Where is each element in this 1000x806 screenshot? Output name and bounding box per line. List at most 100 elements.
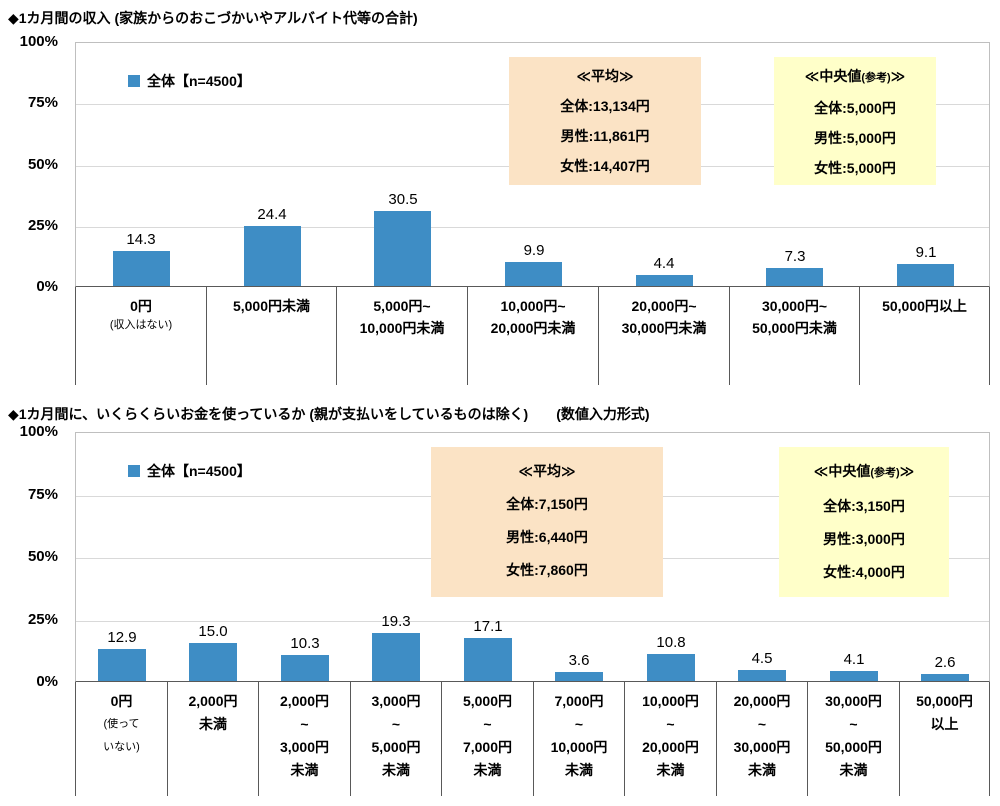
x-category-4: 5,000円 ~7,000円 未満 [441, 682, 533, 796]
bar-value-label-5: 7.3 [784, 248, 806, 265]
income-y-axis: 100% 75% 50% 25% 0% [0, 0, 66, 396]
x-category-3: 3,000円 ~5,000円 未満 [350, 682, 441, 796]
median-box-line-0: 全体:3,150円 [823, 498, 905, 514]
x-category-line: 50,000円 [825, 739, 882, 755]
spending-plot-area: 全体【n=4500】 12.9 15.0 10.3 19.3 17.1 3.6 10.8 4.… [75, 432, 990, 682]
bar-value-label-3: 19.3 [381, 613, 411, 630]
legend-swatch-icon [128, 465, 140, 477]
bar-value-label-5: 3.6 [568, 652, 590, 669]
average-box-line-2: 女性:7,860円 [506, 562, 588, 578]
y-tick-label: 75% [27, 486, 58, 503]
average-box-line-1: 男性:6,440円 [506, 529, 588, 545]
bar-value-label-4: 4.4 [653, 255, 675, 272]
x-category-line: いない) [103, 741, 140, 753]
x-category-line: ~ [849, 716, 858, 732]
spending-x-axis-labels: 0円 (使って いない) 2,000円 未満 2,000円 ~3,000円 未満 3,000円 ~… [75, 682, 990, 796]
x-category-line: 0円 [110, 693, 133, 709]
x-category-line: 20,000円 [733, 693, 791, 709]
gridline-25 [76, 227, 989, 228]
median-box-line-2: 女性:4,000円 [823, 564, 905, 580]
bar-value-label-1: 15.0 [198, 623, 228, 640]
bar-4 [464, 638, 512, 681]
x-category-line: 30,000円未満 [621, 320, 707, 336]
x-category-line: 2,000円 [188, 693, 238, 709]
bar-value-label-1: 24.4 [257, 206, 287, 223]
bar-1 [244, 226, 301, 286]
average-box-heading: ≪平均≫ [576, 68, 634, 84]
bar-6 [897, 264, 954, 286]
x-category-line: 10,000円 [550, 739, 608, 755]
x-category-line: 30,000円~ [762, 298, 827, 314]
bar-1 [189, 643, 237, 681]
bar-5 [766, 268, 823, 286]
bar-8 [830, 671, 878, 681]
spending-y-axis: 100% 75% 50% 25% 0% [0, 396, 66, 806]
x-category-line: 50,000円未満 [752, 320, 837, 336]
x-category-line: 5,000円 [371, 739, 421, 755]
x-category-line: 以上 [930, 716, 959, 732]
x-category-line: 30,000円 [733, 739, 791, 755]
x-category-6: 10,000円 ~20,000円 未満 [624, 682, 716, 796]
x-category-line: 3,000円 [371, 693, 421, 709]
x-category-line: 未満 [473, 762, 502, 778]
median-box-line-1: 男性:3,000円 [823, 531, 905, 547]
median-box: ≪中央値(参考)≫ 全体:3,150円 男性:3,000円 女性:4,000円 [779, 447, 949, 597]
bar-4 [636, 275, 693, 286]
bar-value-label-2: 10.3 [290, 635, 320, 652]
x-category-line: 10,000円~ [500, 298, 566, 314]
bar-value-label-6: 9.1 [915, 244, 937, 261]
x-category-5: 7,000円 ~10,000円 未満 [533, 682, 624, 796]
y-tick-label: 50% [27, 548, 58, 565]
bar-3 [372, 633, 420, 681]
average-box-line-0: 全体:13,134円 [560, 98, 650, 114]
x-category-line: 5,000円 [462, 693, 513, 709]
x-category-line: ~ [300, 716, 309, 732]
spending-chart-title: ◆1カ月間に、いくらくらいお金を使っているか (親が支払いをしているものは除く)… [8, 406, 650, 422]
x-category-line: 0円 [130, 298, 152, 314]
average-box-heading: ≪平均≫ [518, 463, 576, 479]
y-tick-label: 25% [27, 217, 58, 234]
x-category-line: 7,000円 [554, 693, 604, 709]
x-category-line: 3,000円 [279, 739, 330, 755]
spending-chart: ◆1カ月間に、いくらくらいお金を使っているか (親が支払いをしているものは除く)… [0, 396, 1000, 806]
bar-2 [374, 211, 431, 286]
bar-value-label-3: 9.9 [523, 242, 545, 259]
income-legend: 全体【n=4500】 [128, 71, 251, 91]
x-category-line: 未満 [839, 762, 868, 778]
x-category-line: 10,000円未満 [359, 320, 445, 336]
bar-0 [113, 251, 170, 286]
bar-value-label-0: 14.3 [126, 231, 156, 248]
x-category-0: 0円 (使っていない) [75, 682, 167, 796]
spending-legend: 全体【n=4500】 [128, 461, 251, 481]
median-box-heading: ≪中央値(参考)≫ [804, 68, 906, 84]
x-category-line: 未満 [199, 716, 227, 732]
average-box: ≪平均≫ 全体:13,134円 男性:11,861円 女性:14,407円 [509, 57, 701, 185]
bar-5 [555, 672, 603, 681]
x-category-line: 未満 [290, 762, 319, 778]
bar-value-label-0: 12.9 [107, 629, 137, 646]
legend-label: 全体【n=4500】 [147, 463, 251, 479]
y-tick-label: 25% [27, 611, 58, 628]
median-box-line-2: 女性:5,000円 [814, 160, 896, 176]
average-box-line-2: 女性:14,407円 [560, 158, 650, 174]
x-category-line: ~ [574, 716, 584, 732]
average-box-line-1: 男性:11,861円 [560, 128, 650, 144]
median-box-heading: ≪中央値(参考)≫ [813, 463, 915, 479]
x-category-9: 50,000円 以上 [899, 682, 990, 796]
bar-0 [98, 649, 146, 681]
average-box-line-0: 全体:7,150円 [506, 496, 588, 512]
x-category-8: 30,000円 ~50,000円 未満 [807, 682, 899, 796]
x-category-1: 2,000円 未満 [167, 682, 258, 796]
x-category-line: 未満 [656, 762, 685, 778]
bar-2 [281, 655, 329, 681]
x-category-line: ~ [757, 716, 767, 732]
income-plot-area: 全体【n=4500】 14.3 24.4 30.5 9.9 4.4 7.3 9.1 ≪平均≫ 全… [75, 42, 990, 287]
legend-label: 全体【n=4500】 [147, 73, 251, 89]
x-category-line: 2,000円 [279, 693, 330, 709]
y-tick-label: 50% [27, 156, 58, 173]
x-category-line: (使って [103, 718, 140, 730]
x-category-6: 50,000円以上 [859, 287, 990, 385]
bar-value-label-7: 4.5 [751, 650, 773, 667]
bar-value-label-9: 2.6 [934, 654, 956, 671]
legend-swatch-icon [128, 75, 140, 87]
